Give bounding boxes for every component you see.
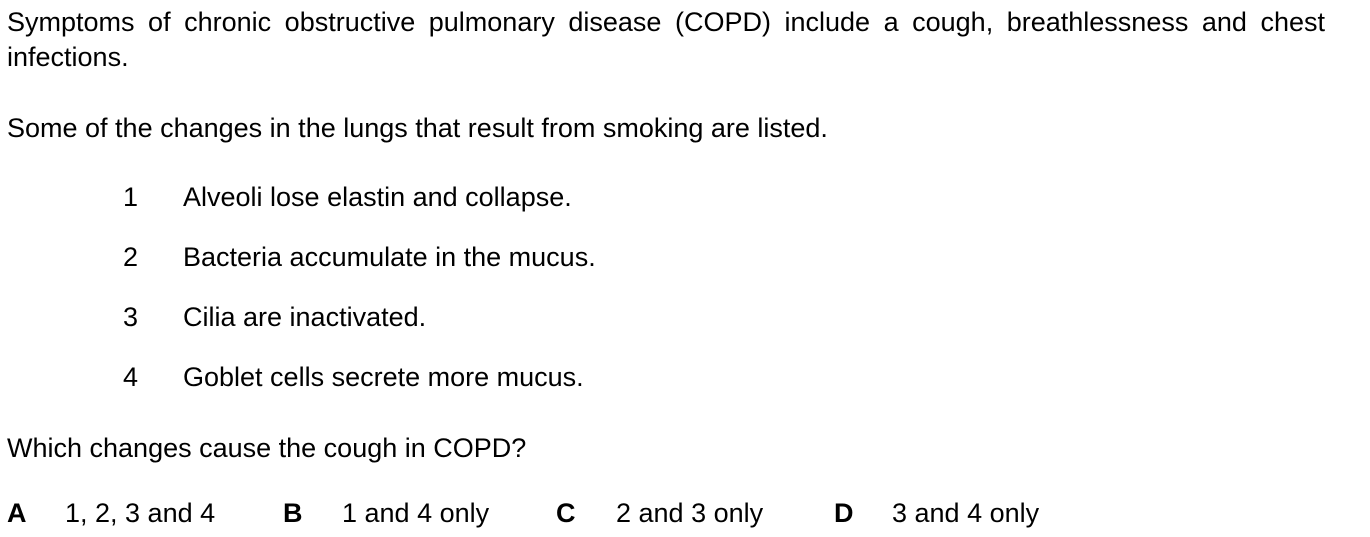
- change-text: Cilia are inactivated.: [183, 302, 427, 332]
- option-a-text[interactable]: 1, 2, 3 and 4: [65, 498, 216, 528]
- question-stem: Which changes cause the cough in COPD?: [7, 433, 527, 463]
- option-d-letter[interactable]: D: [834, 498, 854, 528]
- change-text: Alveoli lose elastin and collapse.: [183, 182, 572, 212]
- change-text: Goblet cells secrete more mucus.: [183, 362, 584, 392]
- change-text: Bacteria accumulate in the mucus.: [183, 242, 596, 272]
- option-a-letter[interactable]: A: [7, 498, 27, 528]
- intro-paragraph: Symptoms of chronic obstructive pulmonar…: [7, 7, 1325, 72]
- option-c-text[interactable]: 2 and 3 only: [616, 498, 764, 528]
- answer-options: A 1, 2, 3 and 4 B 1 and 4 only C 2 and 3…: [0, 496, 1370, 531]
- change-number: 4: [123, 362, 139, 392]
- option-c-letter[interactable]: C: [556, 498, 576, 528]
- lead-sentence: Some of the changes in the lungs that re…: [7, 113, 828, 143]
- change-number: 3: [123, 302, 139, 332]
- change-number: 1: [123, 182, 139, 212]
- option-b-letter[interactable]: B: [283, 498, 303, 528]
- option-d-text[interactable]: 3 and 4 only: [892, 498, 1040, 528]
- change-number: 2: [123, 242, 139, 272]
- option-b-text[interactable]: 1 and 4 only: [342, 498, 490, 528]
